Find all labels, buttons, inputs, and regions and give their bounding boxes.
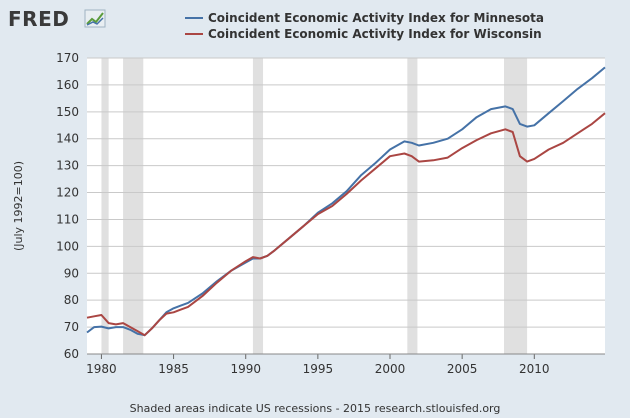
legend-label-1: Coincident Economic Activity Index for M… [208, 11, 544, 25]
y-tick-label: 90 [64, 266, 79, 280]
y-tick-label: 140 [56, 132, 79, 146]
y-tick-label: 70 [64, 320, 79, 334]
y-tick-label: 150 [56, 105, 79, 119]
recession-bands [101, 58, 528, 354]
y-tick-label: 160 [56, 78, 79, 92]
recession-band-3 [252, 58, 264, 354]
x-tick-label: 1980 [86, 362, 117, 376]
x-tick-label: 1985 [158, 362, 189, 376]
series-lines [86, 66, 606, 337]
logo-text: FRED [8, 7, 69, 31]
y-tick-label: 60 [64, 347, 79, 361]
x-tick-label: 2000 [375, 362, 406, 376]
y-tick-label: 120 [56, 186, 79, 200]
plot-area [87, 58, 605, 354]
y-tick-label: 130 [56, 159, 79, 173]
legend-label-2: Coincident Economic Activity Index for W… [208, 27, 542, 41]
y-tick-label: 170 [56, 51, 79, 65]
fred-logo[interactable]: FRED [8, 7, 106, 31]
y-axis-ticks: 60 70 80 90 100 110 120 130 140 150 160 170 [56, 51, 79, 361]
y-tick-label: 80 [64, 293, 79, 307]
recession-band-5 [503, 58, 528, 354]
recession-band-2 [123, 58, 144, 354]
legend: Coincident Economic Activity Index for M… [185, 11, 544, 41]
x-tick-label: 1990 [230, 362, 261, 376]
y-tick-label: 100 [56, 239, 79, 253]
x-axis-ticks: 1980 1985 1990 1995 2000 2005 2010 [86, 353, 605, 376]
x-tick-label: 2005 [447, 362, 478, 376]
footer-note: Shaded areas indicate US recessions - 20… [130, 402, 501, 415]
y-axis-label: (July 1992=100) [12, 161, 25, 251]
x-tick-label: 2010 [519, 362, 550, 376]
line-chart-icon [84, 9, 106, 28]
recession-band-4 [407, 58, 418, 354]
recession-band-1 [101, 58, 109, 354]
series-line-2 [86, 112, 606, 337]
x-tick-label: 1995 [303, 362, 334, 376]
y-tick-label: 110 [56, 212, 79, 226]
